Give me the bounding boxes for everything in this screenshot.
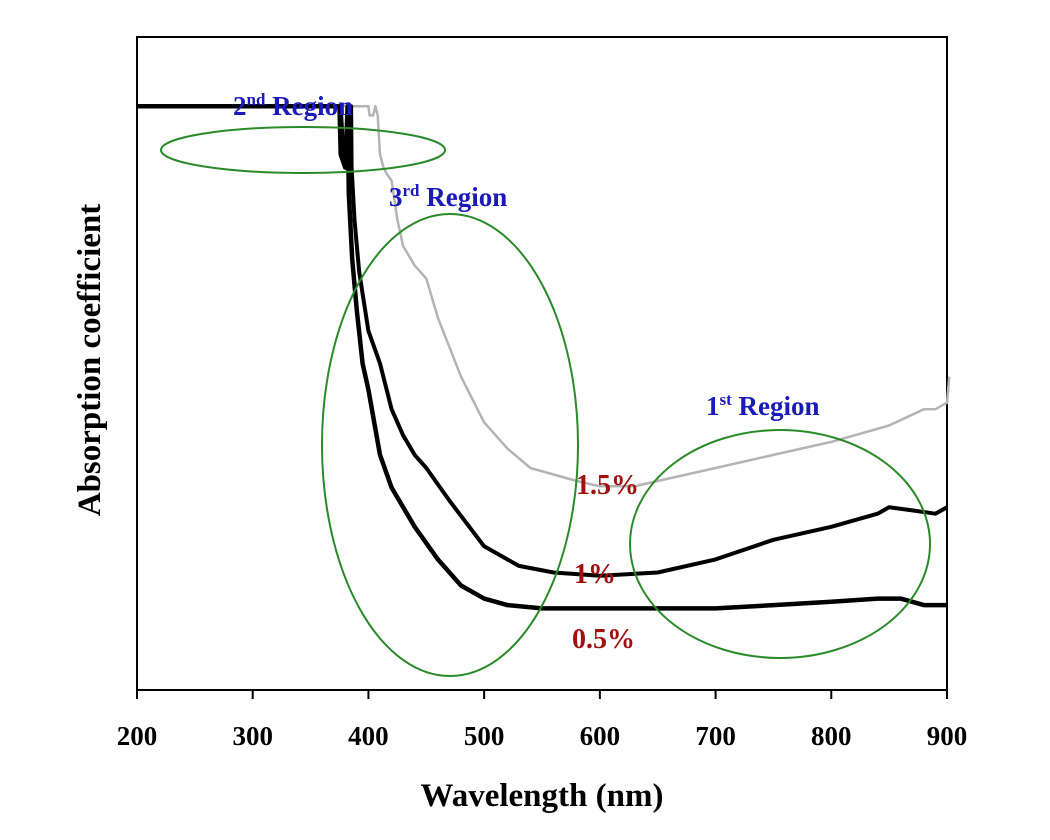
series-label-1: 1% xyxy=(574,559,616,590)
region-3-ellipse xyxy=(321,213,579,677)
series-layer xyxy=(137,103,951,611)
series-line-1- xyxy=(137,104,948,578)
x-axis-ticks: 200 300 400 500 600 700 800 900 xyxy=(117,690,968,751)
x-tick-label: 400 xyxy=(348,721,389,751)
x-tick-label: 900 xyxy=(927,721,968,751)
x-tick-label: 800 xyxy=(811,721,852,751)
series-line-0-5- xyxy=(137,103,947,611)
x-tick-label: 200 xyxy=(117,721,158,751)
x-tick-label: 500 xyxy=(464,721,505,751)
series-line-1-5- xyxy=(137,104,951,488)
plot-frame xyxy=(136,36,948,691)
region-2-label: 2nd Region xyxy=(233,90,353,121)
x-tick-label: 300 xyxy=(232,721,273,751)
region-2-ellipse xyxy=(160,126,446,174)
x-tick-label: 600 xyxy=(580,721,621,751)
x-tick-label: 700 xyxy=(695,721,736,751)
region-3-label: 3rd Region xyxy=(389,181,507,212)
region-1-ellipse xyxy=(629,429,931,659)
series-label-0-5: 0.5% xyxy=(572,624,635,655)
series-label-1-5: 1.5% xyxy=(576,470,639,501)
region-1-label: 1st Region xyxy=(706,390,820,421)
x-axis-title: Wavelength (nm) xyxy=(421,778,664,814)
y-axis-title: Absorption coefficient xyxy=(72,204,108,517)
